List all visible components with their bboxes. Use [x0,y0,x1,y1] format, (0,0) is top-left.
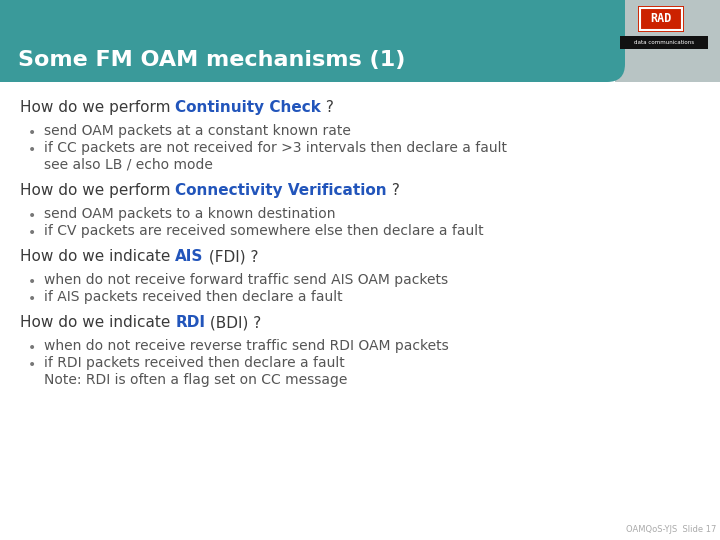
Text: Note: RDI is often a flag set on CC message: Note: RDI is often a flag set on CC mess… [44,373,347,387]
Text: send OAM packets to a known destination: send OAM packets to a known destination [44,207,336,221]
Text: Continuity Check: Continuity Check [176,100,321,115]
Text: How do we perform: How do we perform [20,100,176,115]
Text: Some FM OAM mechanisms (1): Some FM OAM mechanisms (1) [18,50,405,70]
Text: ?: ? [387,183,400,198]
Text: •: • [28,209,36,223]
Text: when do not receive forward traffic send AIS OAM packets: when do not receive forward traffic send… [44,273,448,287]
Text: •: • [28,143,36,157]
Text: •: • [28,292,36,306]
Text: if AIS packets received then declare a fault: if AIS packets received then declare a f… [44,290,343,304]
Bar [615,0,720,82]
Text: send OAM packets at a constant known rate: send OAM packets at a constant known rat… [44,124,351,138]
Text: RDI: RDI [175,315,205,330]
Text: data communications: data communications [634,40,694,45]
Text: •: • [28,341,36,355]
Bar [620,36,708,49]
Text: •: • [28,226,36,240]
Text: OAMQoS-YJS  Slide 17: OAMQoS-YJS Slide 17 [626,525,716,534]
Text: see also LB / echo mode: see also LB / echo mode [44,158,213,172]
Bar [0,0,625,41]
Text: RAD: RAD [650,12,672,25]
Bar [0,0,312,82]
Text: when do not receive reverse traffic send RDI OAM packets: when do not receive reverse traffic send… [44,339,449,353]
Text: AIS: AIS [175,249,204,264]
Text: (FDI) ?: (FDI) ? [204,249,258,264]
Text: if RDI packets received then declare a fault: if RDI packets received then declare a f… [44,356,345,370]
Bar [638,6,684,32]
Text: How do we perform: How do we perform [20,183,176,198]
Text: if CC packets are not received for >3 intervals then declare a fault: if CC packets are not received for >3 in… [44,141,507,155]
Text: How do we indicate: How do we indicate [20,249,175,264]
Text: •: • [28,358,36,372]
Bar [640,8,682,30]
Text: (BDI) ?: (BDI) ? [205,315,261,330]
FancyBboxPatch shape [0,0,625,82]
Text: •: • [28,275,36,289]
Text: How do we indicate: How do we indicate [20,315,175,330]
Text: if CV packets are received somewhere else then declare a fault: if CV packets are received somewhere els… [44,224,484,238]
Text: Connectivity Verification: Connectivity Verification [176,183,387,198]
Text: ?: ? [321,100,334,115]
Text: •: • [28,126,36,140]
